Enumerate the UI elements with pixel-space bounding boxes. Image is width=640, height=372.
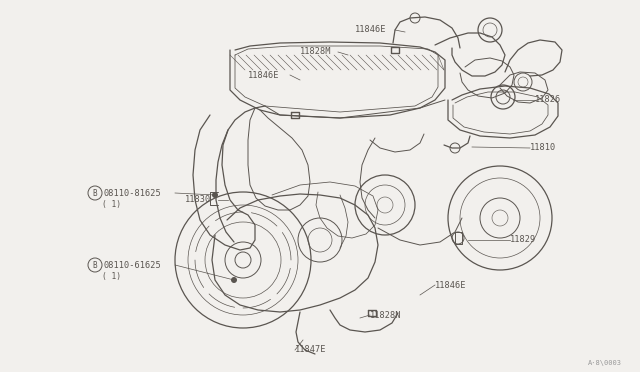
Circle shape: [212, 192, 218, 198]
Text: ( 1): ( 1): [102, 272, 121, 280]
Text: 08110-81625: 08110-81625: [104, 189, 162, 198]
Text: 11846E: 11846E: [435, 280, 467, 289]
Text: 11846E: 11846E: [248, 71, 280, 80]
Text: 11826: 11826: [535, 96, 561, 105]
Text: 11829: 11829: [510, 235, 536, 244]
Text: B: B: [93, 189, 97, 198]
Text: 11846E: 11846E: [355, 26, 387, 35]
Text: A·8\0003: A·8\0003: [588, 360, 622, 366]
Text: 11830: 11830: [185, 196, 211, 205]
Text: ( 1): ( 1): [102, 199, 121, 208]
Text: B: B: [93, 260, 97, 269]
Text: 11847E: 11847E: [295, 346, 326, 355]
Text: 08110-61625: 08110-61625: [104, 260, 162, 269]
Text: 11828N: 11828N: [370, 311, 401, 320]
Text: 11828M: 11828M: [300, 48, 332, 57]
Text: 11810: 11810: [530, 144, 556, 153]
Circle shape: [231, 277, 237, 283]
